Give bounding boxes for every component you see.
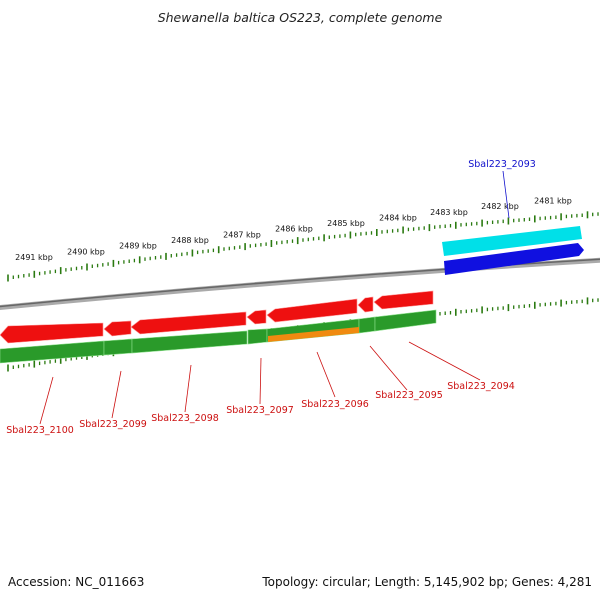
kbp-label: 2489 kbp	[119, 242, 157, 251]
kbp-label: 2487 kbp	[223, 230, 261, 239]
kbp-label-track: 2491 kbp 2490 kbp 2489 kbp 2488 kbp 2487 kbp…	[15, 196, 572, 262]
leader-line-sbal223-2093	[502, 170, 510, 219]
gene-label-sbal223-2099[interactable]: Sbal223_2099	[79, 419, 147, 430]
gene-sbal223-2096-highlight[interactable]	[268, 327, 359, 342]
leader-line-sbal223-2099	[111, 370, 122, 419]
forward-feature-track	[442, 226, 584, 275]
leader-line-sbal223-2096	[316, 351, 336, 398]
cds-sbal223-2095[interactable]	[357, 296, 374, 313]
leader-line-sbal223-2095	[369, 345, 408, 391]
leader-line-sbal223-2094	[408, 341, 481, 381]
kbp-label: 2484 kbp	[379, 213, 417, 222]
reverse-cds-track	[0, 290, 434, 344]
gene-label-sbal223-2096[interactable]: Sbal223_2096	[301, 399, 369, 410]
genome-info-text: Topology: circular; Length: 5,145,902 bp…	[262, 575, 592, 589]
gene-label-sbal223-2094[interactable]: Sbal223_2094	[447, 381, 515, 392]
cds-sbal223-2100[interactable]	[0, 322, 104, 344]
gene-sbal223-2100[interactable]	[0, 340, 105, 364]
kbp-label: 2488 kbp	[171, 236, 209, 245]
cds-sbal223-2094[interactable]	[373, 290, 434, 310]
leader-line-sbal223-2097	[259, 357, 262, 405]
gene-label-sbal223-2093[interactable]: Sbal223_2093	[468, 159, 536, 170]
kbp-label: 2483 kbp	[430, 208, 468, 217]
kbp-label: 2481 kbp	[534, 196, 572, 205]
cds-sbal223-2096[interactable]	[266, 298, 358, 323]
cds-sbal223-2098[interactable]	[130, 311, 247, 335]
upper-tick-track	[7, 211, 599, 282]
gene-label-sbal223-2097[interactable]: Sbal223_2097	[226, 405, 294, 416]
map-title: Shewanella baltica OS223, complete genom…	[158, 10, 443, 25]
gene-sbal223-2094[interactable]	[374, 309, 437, 332]
cds-sbal223-2099[interactable]	[103, 320, 132, 337]
kbp-label: 2482 kbp	[481, 202, 519, 211]
gene-label-sbal223-2095[interactable]: Sbal223_2095	[375, 390, 443, 401]
leader-line-sbal223-2098	[184, 364, 192, 413]
gene-sbal223-2095[interactable]	[358, 316, 376, 334]
gene-sbal223-2097[interactable]	[247, 328, 268, 345]
gene-label-sbal223-2100[interactable]: Sbal223_2100	[6, 425, 74, 436]
cds-sbal223-2093[interactable]	[442, 226, 582, 256]
accession-text: Accession: NC_011663	[8, 575, 145, 589]
reverse-gene-track	[0, 309, 437, 364]
leader-line-sbal223-2100	[39, 376, 54, 425]
gene-sbal223-2098[interactable]	[131, 330, 248, 354]
kbp-label: 2486 kbp	[275, 225, 313, 234]
kbp-label: 2491 kbp	[15, 253, 53, 262]
gene-label-sbal223-2098[interactable]: Sbal223_2098	[151, 413, 219, 424]
gene-label-group: Sbal223_2093 Sbal223_2100 Sbal223_2099 S…	[6, 159, 536, 436]
kbp-label: 2490 kbp	[67, 247, 105, 256]
kbp-label: 2485 kbp	[327, 219, 365, 228]
gene-sbal223-2093[interactable]	[444, 243, 584, 275]
cds-sbal223-2097[interactable]	[246, 309, 267, 325]
genome-backbone	[0, 257, 600, 311]
gene-sbal223-2099[interactable]	[103, 338, 133, 356]
